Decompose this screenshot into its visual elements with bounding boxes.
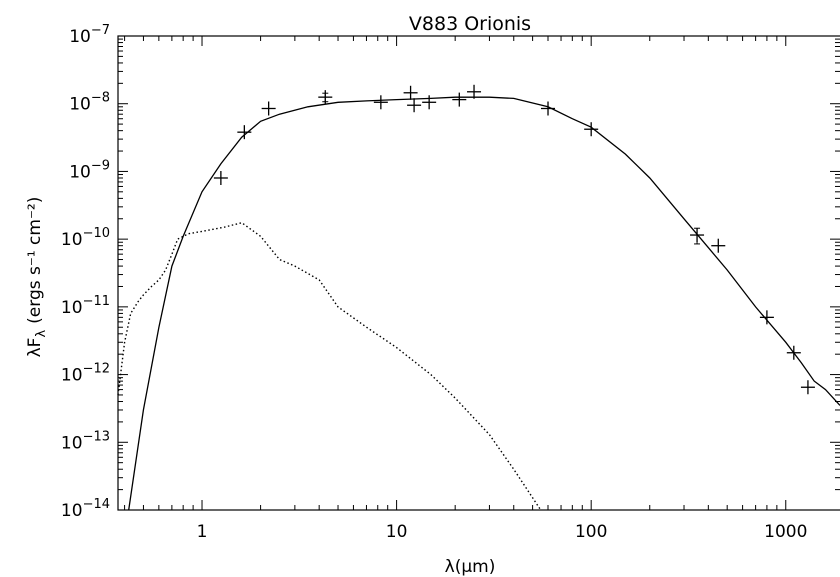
data-point: [261, 101, 276, 116]
chart-title: V883 Orionis: [409, 13, 531, 35]
y-axis-label-main: λF: [25, 338, 45, 358]
y-tick-exponent: −10: [83, 226, 110, 241]
solid-curve: [128, 96, 840, 511]
data-point: [452, 92, 467, 107]
y-axis-label: λFλ (ergs s⁻¹ cm⁻²): [25, 197, 49, 358]
y-tick-base: 10: [61, 230, 83, 250]
x-axis-label: λ(μm): [445, 557, 496, 577]
x-tick-label: 1: [197, 522, 208, 542]
data-point: [584, 122, 599, 137]
y-tick-base: 10: [69, 162, 91, 182]
y-tick-label: 10−8: [69, 91, 110, 115]
axis-ticks: 1 10 100 100010−1410−1310−1210−1110−1010−91…: [61, 23, 840, 542]
data-point: [407, 98, 422, 113]
data-point: [318, 90, 333, 105]
y-axis-label-subscript: λ: [34, 330, 49, 338]
data-point: [541, 101, 556, 116]
data-point: [711, 238, 726, 253]
data-point: [422, 95, 437, 110]
data-point: [237, 125, 252, 140]
y-tick-label: 10−7: [69, 23, 110, 47]
x-tick-label: 1000: [764, 522, 807, 542]
y-tick-exponent: −11: [83, 294, 110, 309]
y-tick-label: 10−12: [61, 362, 110, 386]
y-tick-exponent: −14: [83, 497, 110, 512]
y-tick-exponent: −13: [83, 429, 110, 444]
dotted-curve: [117, 221, 542, 511]
y-axis-label-units: (ergs s⁻¹ cm⁻²): [25, 197, 45, 324]
y-tick-label: 10−11: [61, 294, 110, 318]
plot-border: [117, 35, 840, 511]
y-tick-exponent: −12: [83, 362, 110, 377]
y-tick-base: 10: [61, 298, 83, 318]
data-points: [213, 84, 815, 395]
y-tick-base: 10: [69, 95, 91, 115]
data-point: [403, 85, 418, 100]
data-point: [467, 84, 482, 99]
data-point: [786, 345, 801, 360]
y-tick-exponent: −7: [91, 23, 110, 38]
x-tick-label: 100: [575, 522, 607, 542]
y-tick-exponent: −8: [91, 91, 110, 106]
data-point: [800, 380, 815, 395]
y-tick-exponent: −9: [91, 158, 110, 173]
plot-frame: [117, 35, 840, 511]
y-tick-label: 10−10: [61, 226, 110, 250]
y-tick-base: 10: [61, 366, 83, 386]
data-point: [759, 310, 774, 325]
y-tick-base: 10: [61, 433, 83, 453]
y-tick-label: 10−9: [69, 158, 110, 182]
data-point: [213, 170, 228, 185]
y-tick-label: 10−13: [61, 429, 110, 453]
model-curves: [117, 96, 840, 511]
y-tick-base: 10: [69, 27, 91, 47]
x-tick-label: 10: [386, 522, 408, 542]
y-tick-base: 10: [61, 501, 83, 521]
data-point: [373, 95, 388, 110]
y-tick-label: 10−14: [61, 497, 110, 521]
data-point: [690, 227, 705, 245]
